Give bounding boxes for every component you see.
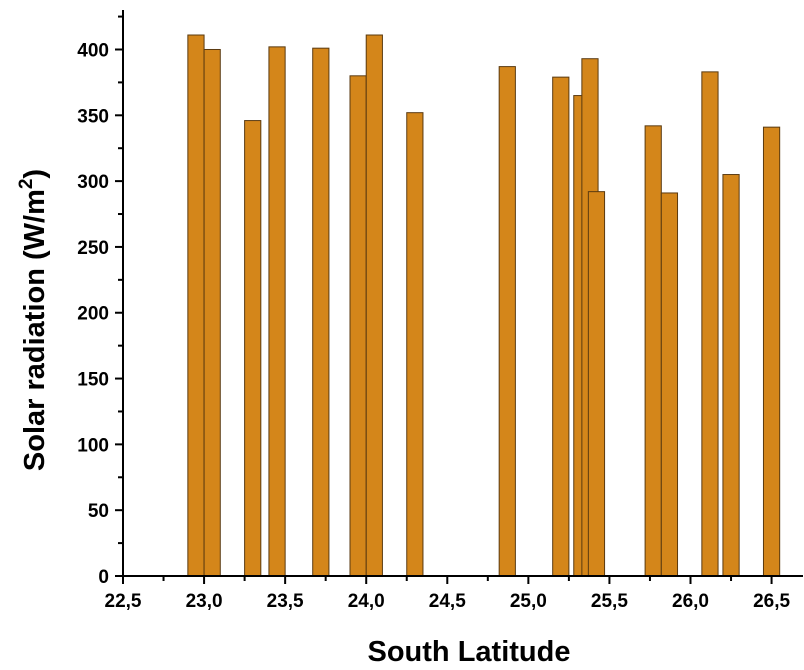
y-tick-label: 200 [77,304,109,325]
bar-12 [587,191,606,577]
y-tick-label: 250 [77,238,109,259]
x-tick-label: 23,5 [267,591,304,612]
bar-2 [244,120,262,577]
x-axis-label: South Latitude [368,636,571,668]
bar-5 [349,75,367,577]
x-tick-label: 24,5 [429,591,466,612]
x-tick-label: 23,0 [186,591,223,612]
y-axis-label: Solar radiation (W/m2) [16,169,51,471]
y-tick-label: 50 [88,501,109,522]
bar-13 [644,125,662,577]
bar-1 [203,48,221,577]
bar-3 [268,46,286,577]
y-axis-label-main: Solar radiation (W/m [19,189,51,471]
y-tick-label: 100 [77,435,109,456]
bar-14 [660,192,679,577]
x-tick-label: 26,5 [753,591,790,612]
bar-4 [312,47,330,577]
bar-7 [406,112,424,577]
bar-8 [498,66,516,577]
bar-16 [722,174,740,577]
y-tick-label: 150 [77,370,109,391]
x-tick-label: 22,5 [105,591,142,612]
y-ticks-group: 0 50 100 150 200 250 300 350 400 [77,15,123,588]
bar-6 [365,34,383,577]
x-ticks-group: 22,5 23,0 23,5 24,0 24,5 25,0 25,5 26,0 26,5 [105,576,790,612]
bar-9 [552,76,570,577]
x-tick-label: 24,0 [348,591,385,612]
bar-17 [762,126,781,577]
y-axis-label-close: ) [19,169,51,179]
axes-group [122,10,803,577]
x-tick-label: 25,5 [591,591,628,612]
bars-group [187,34,781,577]
bar-15 [701,71,719,577]
y-tick-label: 350 [77,106,109,127]
x-tick-label: 25,0 [510,591,547,612]
y-tick-label: 300 [77,172,109,193]
bar-0 [187,34,205,577]
x-tick-label: 26,0 [672,591,709,612]
y-axis-label-superscript: 2 [16,179,37,190]
y-tick-label: 0 [98,567,109,588]
y-tick-label: 400 [77,40,109,61]
